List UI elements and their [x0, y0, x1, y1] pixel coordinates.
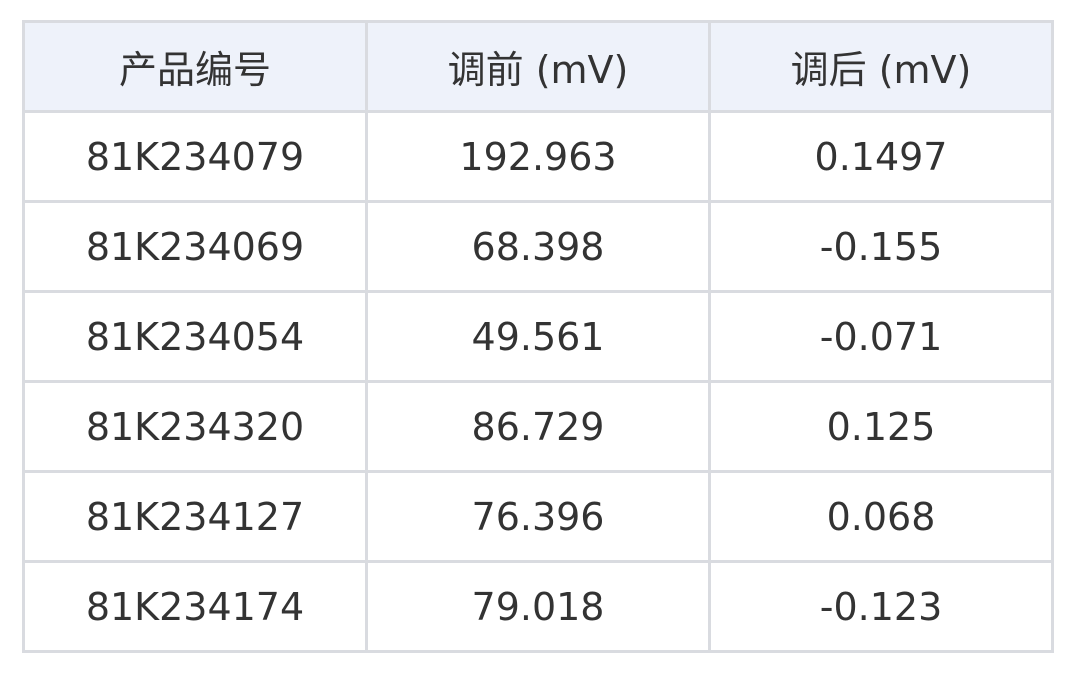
table-cell: 76.396 [365, 470, 711, 563]
table-cell: -0.071 [708, 290, 1054, 383]
table-cell: 86.729 [365, 380, 711, 473]
table-cell: 81K234079 [22, 110, 368, 203]
header-cell: 调后 (mV) [708, 20, 1054, 113]
table-cell: 81K234127 [22, 470, 368, 563]
table-cell: -0.155 [708, 200, 1054, 293]
table-cell: 192.963 [365, 110, 711, 203]
table-row: 81K234320 86.729 0.125 [22, 380, 1054, 473]
header-cell: 产品编号 [22, 20, 368, 113]
table-cell: 81K234054 [22, 290, 368, 383]
table-cell: 81K234320 [22, 380, 368, 473]
table-row: 81K234054 49.561 -0.071 [22, 290, 1054, 383]
table-row: 81K234079 192.963 0.1497 [22, 110, 1054, 203]
table-cell: 81K234069 [22, 200, 368, 293]
table-cell: 79.018 [365, 560, 711, 653]
table-cell: 49.561 [365, 290, 711, 383]
table-row: 81K234174 79.018 -0.123 [22, 560, 1054, 653]
table-cell: 0.125 [708, 380, 1054, 473]
table-cell: 0.1497 [708, 110, 1054, 203]
table-cell: 0.068 [708, 470, 1054, 563]
table-cell: 68.398 [365, 200, 711, 293]
table-row: 81K234069 68.398 -0.155 [22, 200, 1054, 293]
table-container: 产品编号 调前 (mV) 调后 (mV) 81K234079 192.963 0.149… [22, 20, 1054, 653]
header-cell: 调前 (mV) [365, 20, 711, 113]
table-cell: 81K234174 [22, 560, 368, 653]
table-cell: -0.123 [708, 560, 1054, 653]
table-row: 81K234127 76.396 0.068 [22, 470, 1054, 563]
data-table: 产品编号 调前 (mV) 调后 (mV) 81K234079 192.963 0.149… [22, 20, 1054, 653]
header-row: 产品编号 调前 (mV) 调后 (mV) [22, 20, 1054, 113]
